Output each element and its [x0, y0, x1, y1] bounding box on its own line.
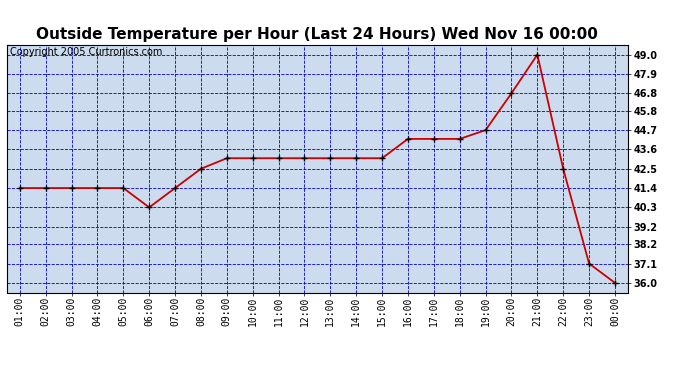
Text: Copyright 2005 Curtronics.com: Copyright 2005 Curtronics.com	[10, 48, 162, 57]
Title: Outside Temperature per Hour (Last 24 Hours) Wed Nov 16 00:00: Outside Temperature per Hour (Last 24 Ho…	[37, 27, 598, 42]
